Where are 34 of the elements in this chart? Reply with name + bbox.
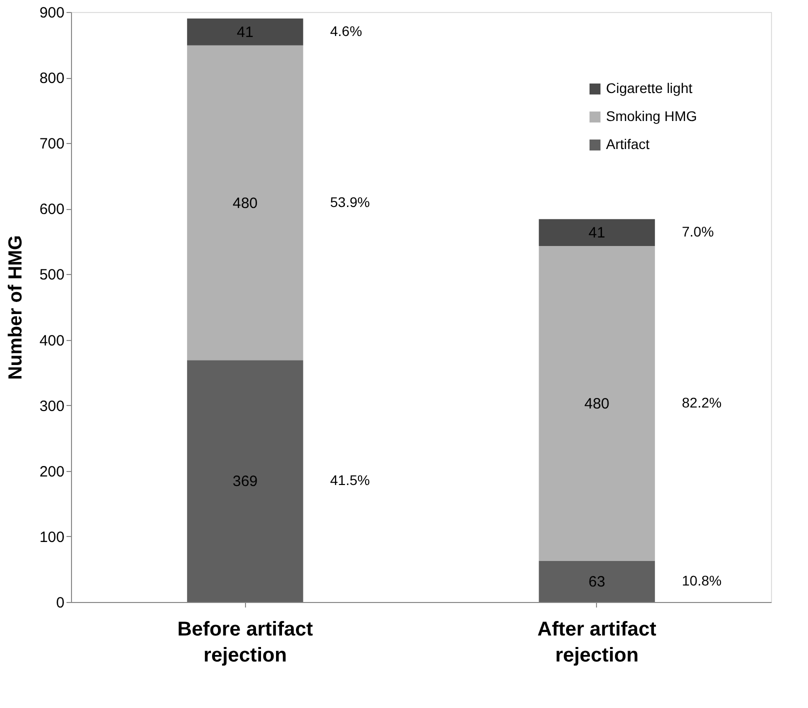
annotation: 10.8% [682,572,722,588]
data-label: 41 [236,24,254,41]
legend-label: Smoking HMG [606,108,698,124]
legend-label: Cigarette light [606,80,692,96]
annotation: 4.6% [330,22,362,39]
legend-label: Artifact [606,136,650,152]
bar [538,219,655,246]
bar [187,360,304,602]
y-tick-label: 100 [39,528,64,546]
y-tick-label: 600 [39,201,64,218]
y-tick-label: 0 [56,594,64,612]
annotation: 53.9% [330,194,370,210]
data-label: 480 [584,395,610,412]
data-label: 41 [588,224,606,242]
x-tick-label: Before artifact rejection [177,618,314,666]
y-tick-label: 900 [39,4,64,22]
bar [538,246,655,561]
y-tick-label: 500 [39,266,64,284]
data-label: 369 [232,473,258,490]
y-tick-label: 300 [39,398,64,415]
data-label: 480 [232,194,258,212]
bar [187,45,304,360]
bar [187,18,304,46]
data-label: 63 [588,573,606,590]
bar [538,560,655,602]
x-tick-label: After artifact rejection [537,618,657,666]
y-tick-label: 700 [39,136,64,153]
y-tick-label: 800 [39,70,64,88]
y-axis-title: Number of HMG [5,235,26,380]
annotation: 41.5% [330,472,370,488]
annotation: 7.0% [682,224,714,240]
y-tick-label: 200 [39,463,64,480]
y-tick-label: 400 [39,332,64,350]
annotation: 82.2% [682,394,722,410]
